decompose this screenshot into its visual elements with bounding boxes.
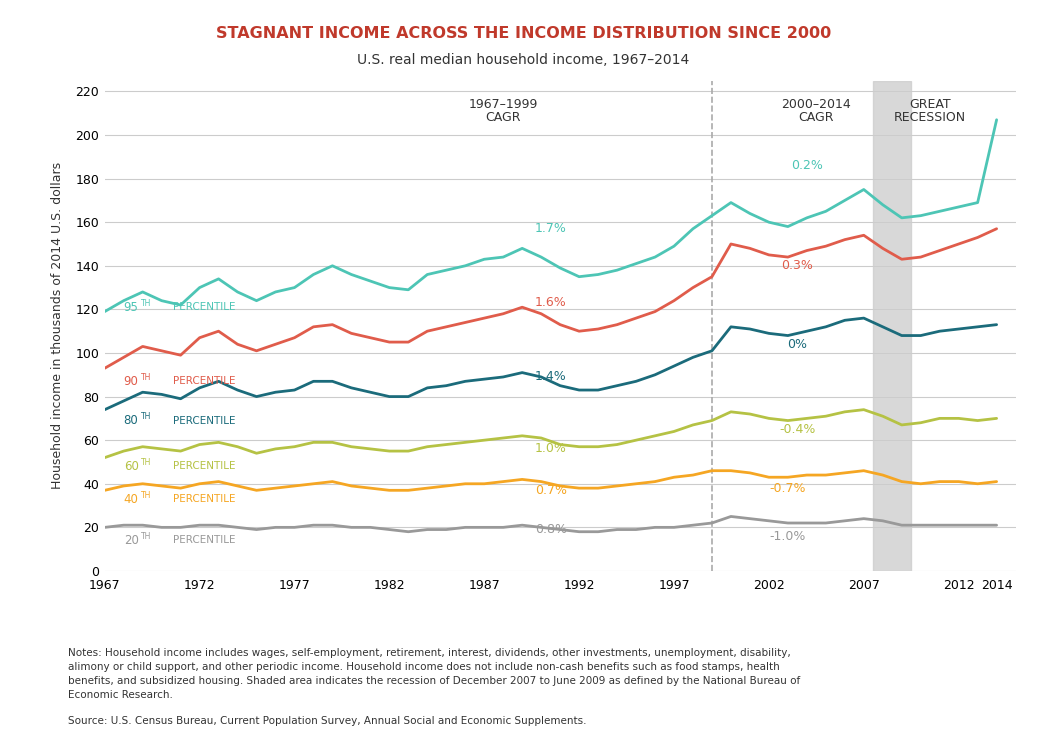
Text: RECESSION: RECESSION: [894, 111, 966, 124]
Text: 0.2%: 0.2%: [790, 159, 823, 172]
Text: 40: 40: [124, 493, 138, 506]
Text: PERCENTILE: PERCENTILE: [173, 535, 236, 545]
Text: 1.0%: 1.0%: [535, 442, 566, 455]
Text: TH: TH: [140, 412, 151, 421]
Text: CAGR: CAGR: [486, 111, 521, 124]
Text: TH: TH: [140, 490, 151, 500]
Text: 60: 60: [124, 460, 138, 473]
Text: Source: U.S. Census Bureau, Current Population Survey, Annual Social and Economi: Source: U.S. Census Bureau, Current Popu…: [68, 716, 586, 726]
Text: 1.4%: 1.4%: [535, 370, 566, 384]
Text: TH: TH: [140, 458, 151, 467]
Text: 0.8%: 0.8%: [535, 523, 566, 536]
Text: -1.0%: -1.0%: [770, 529, 806, 542]
Text: 1.6%: 1.6%: [535, 296, 566, 310]
Y-axis label: Household income in thousands of 2014 U.S. dollars: Household income in thousands of 2014 U.…: [51, 163, 64, 489]
Text: TH: TH: [140, 532, 151, 541]
Text: PERCENTILE: PERCENTILE: [173, 494, 236, 504]
Text: PERCENTILE: PERCENTILE: [173, 302, 236, 313]
Text: -0.4%: -0.4%: [779, 423, 816, 436]
Text: CAGR: CAGR: [799, 111, 834, 124]
Text: U.S. real median household income, 1967–2014: U.S. real median household income, 1967–…: [357, 53, 690, 67]
Text: STAGNANT INCOME ACROSS THE INCOME DISTRIBUTION SINCE 2000: STAGNANT INCOME ACROSS THE INCOME DISTRI…: [216, 26, 831, 40]
Text: 0.3%: 0.3%: [781, 259, 814, 272]
Text: 20: 20: [124, 534, 138, 547]
Text: 80: 80: [124, 414, 138, 427]
Text: 95: 95: [124, 301, 138, 314]
Text: -0.7%: -0.7%: [770, 482, 806, 495]
Text: 1967–1999: 1967–1999: [468, 98, 538, 111]
Text: GREAT: GREAT: [910, 98, 951, 111]
Text: PERCENTILE: PERCENTILE: [173, 376, 236, 386]
Text: 1.7%: 1.7%: [535, 223, 566, 235]
Text: Notes: Household income includes wages, self-employment, retirement, interest, d: Notes: Household income includes wages, …: [68, 648, 800, 700]
Text: PERCENTILE: PERCENTILE: [173, 416, 236, 425]
Text: TH: TH: [140, 299, 151, 307]
Text: 2000–2014: 2000–2014: [781, 98, 851, 111]
Text: TH: TH: [140, 373, 151, 382]
Text: 0%: 0%: [787, 337, 807, 351]
Bar: [873, 81, 911, 571]
Text: 0.7%: 0.7%: [535, 484, 566, 497]
Text: PERCENTILE: PERCENTILE: [173, 461, 236, 471]
Text: 90: 90: [124, 375, 138, 388]
